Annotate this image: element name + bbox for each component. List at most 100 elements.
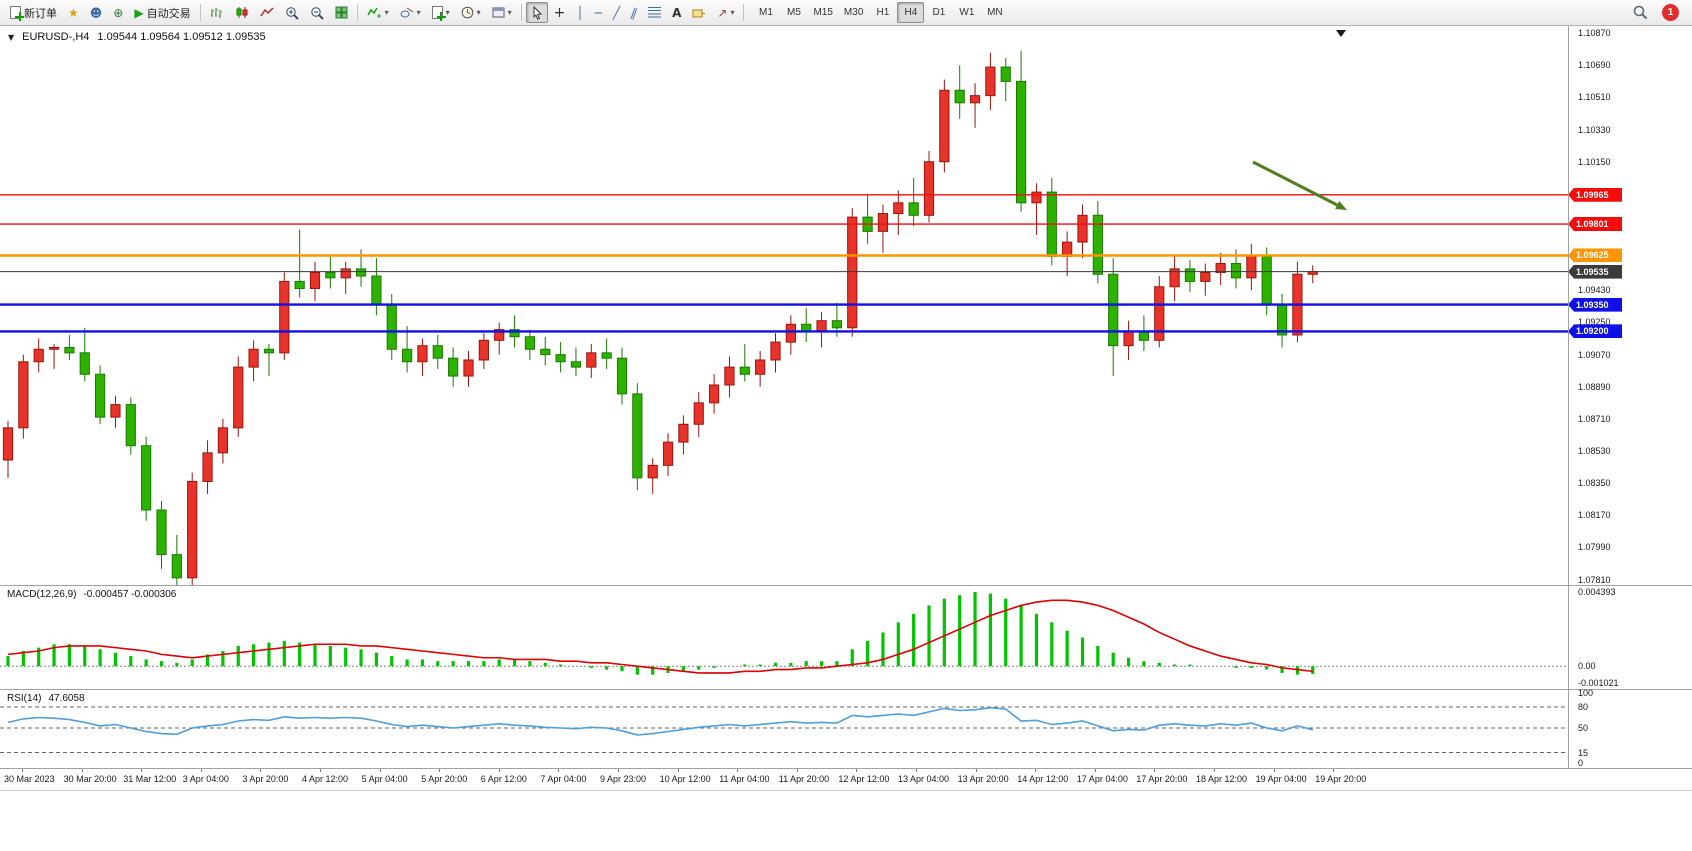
chevron-down-icon: ▾	[384, 7, 389, 17]
rsi-panel[interactable]	[0, 690, 1568, 768]
vertical-line-tool-button[interactable]: │	[571, 2, 588, 23]
x-axis-label: 17 Apr 20:00	[1136, 774, 1188, 784]
timeframe-m1[interactable]: M1	[752, 2, 779, 23]
main-chart[interactable]	[0, 26, 1568, 585]
navigator-button[interactable]: ★	[63, 2, 84, 23]
x-axis-label: 7 Apr 04:00	[540, 774, 587, 784]
objects-button[interactable]: ▾	[395, 2, 426, 23]
x-axis-label: 11 Apr 04:00	[719, 774, 770, 784]
objects-icon	[400, 7, 413, 18]
candle-body	[632, 393, 643, 479]
line-chart-button[interactable]	[255, 2, 279, 23]
price-axis[interactable]: 1.10870 1.10690 1.10510 1.10330 1.10150 1.094…	[1568, 26, 1692, 585]
candle-body	[785, 323, 796, 343]
fibonacci-tool-button[interactable]	[643, 2, 666, 23]
collapse-icon[interactable]: ▼	[8, 32, 15, 42]
timeframe-mn[interactable]: MN	[981, 2, 1008, 23]
macd-axis[interactable]: 0.004393 0.00 -0.001021	[1568, 586, 1692, 689]
candle-body	[171, 554, 182, 579]
channel-tool-button[interactable]: ∥	[626, 2, 642, 23]
tile-windows-icon	[335, 6, 348, 19]
candle-body	[48, 346, 60, 350]
chevron-down-icon: ▾	[445, 7, 450, 17]
macd-axis-label: 0.00	[1578, 661, 1596, 672]
candle-body	[1123, 330, 1134, 347]
cursor-tool-button[interactable]	[525, 2, 548, 23]
periods-button[interactable]: ▾	[456, 2, 486, 23]
trend-arrow[interactable]	[1252, 160, 1338, 207]
toolbar-separator	[356, 4, 358, 21]
y-axis-label: 1.09250	[1578, 317, 1611, 328]
x-axis-tick	[796, 769, 798, 772]
new-order-icon	[10, 6, 24, 21]
candle-body	[662, 441, 674, 466]
x-axis-label: 31 Mar 12:00	[123, 774, 177, 784]
candle-body	[233, 366, 244, 429]
arrow-ne-icon: ↗	[717, 5, 728, 20]
macd-panel[interactable]	[0, 586, 1568, 689]
new-chart-button[interactable]: ▾	[427, 2, 455, 23]
candle-body	[141, 445, 152, 511]
templates-button[interactable]: ▾	[487, 2, 517, 23]
y-axis-label: 1.09070	[1578, 349, 1611, 360]
x-axis-label: 5 Apr 04:00	[361, 774, 408, 784]
horizontal-line-tool-button[interactable]: ─	[590, 2, 607, 23]
candle-body	[417, 345, 428, 363]
bottom-divider	[0, 790, 1692, 791]
x-axis-tick	[1333, 769, 1335, 772]
arrows-tool-button[interactable]: ↗ ▾	[712, 2, 739, 23]
new-order-button[interactable]: 新订单	[5, 2, 62, 23]
fibonacci-icon	[648, 7, 662, 18]
toolbar-separator	[520, 4, 522, 21]
candle-body	[1184, 268, 1196, 282]
candle-body	[1261, 255, 1272, 306]
x-axis-tick	[856, 769, 858, 772]
candle-body	[969, 95, 981, 104]
text-label-tool-button[interactable]	[687, 2, 711, 23]
label-icon	[692, 9, 706, 17]
price-level-tag: 1.09801	[1568, 217, 1622, 232]
macd-axis-label: 0.004393	[1578, 587, 1616, 598]
tile-windows-button[interactable]	[330, 2, 353, 23]
data-window-button[interactable]: ⊕	[108, 2, 128, 23]
x-axis-tick	[1154, 769, 1156, 772]
zoom-out-button[interactable]	[305, 2, 329, 23]
timeframe-m15[interactable]: M15	[808, 2, 837, 23]
macd-header: MACD(12,26,9) -0.000457 -0.000306	[7, 589, 176, 600]
trendline-tool-button[interactable]: ╱	[608, 2, 625, 23]
timeframe-d1[interactable]: D1	[925, 2, 952, 23]
candle-body	[294, 280, 305, 290]
candle-body	[33, 348, 44, 363]
rsi-axis[interactable]: 100 80 50 15 0	[1568, 688, 1692, 768]
timeframe-m30[interactable]: M30	[839, 2, 868, 23]
timeframe-h4[interactable]: H4	[897, 2, 925, 23]
notification-badge[interactable]: 1	[1662, 4, 1679, 21]
x-axis-tick	[916, 769, 917, 772]
candle-body	[831, 320, 842, 329]
bar-chart-button[interactable]	[205, 2, 229, 23]
autotrading-button[interactable]: ▶ 自动交易	[129, 2, 195, 23]
timeframe-h1[interactable]: H1	[869, 2, 896, 23]
crosshair-tool-button[interactable]: +	[549, 2, 571, 23]
rsi-axis-label: 80	[1578, 702, 1589, 712]
panel-divider[interactable]	[0, 689, 1692, 690]
timeframe-w1[interactable]: W1	[953, 2, 980, 23]
plus-icon	[436, 12, 446, 21]
rsi-line	[7, 706, 1313, 736]
time-axis[interactable]: 30 Mar 2023 30 Mar 20:00 31 Mar 12:00 3 Apr…	[0, 769, 1692, 790]
candle-body	[555, 354, 566, 363]
market-watch-button[interactable]: ☻	[85, 2, 108, 23]
text-tool-button[interactable]: A	[667, 2, 686, 23]
panel-divider[interactable]	[0, 585, 1692, 586]
indicators-button[interactable]: ▾	[362, 2, 394, 23]
toolbar-separator	[199, 4, 201, 21]
candle-body	[509, 329, 520, 338]
zoom-in-button[interactable]	[280, 2, 304, 23]
timeframe-m5[interactable]: M5	[780, 2, 807, 23]
candlestick-chart-button[interactable]	[230, 2, 254, 23]
toolbar-separator	[743, 4, 745, 21]
trend-arrow-head	[1335, 200, 1347, 210]
candle-body	[64, 346, 75, 354]
search-button[interactable]	[1628, 2, 1653, 23]
x-axis-label: 19 Apr 04:00	[1255, 774, 1307, 784]
